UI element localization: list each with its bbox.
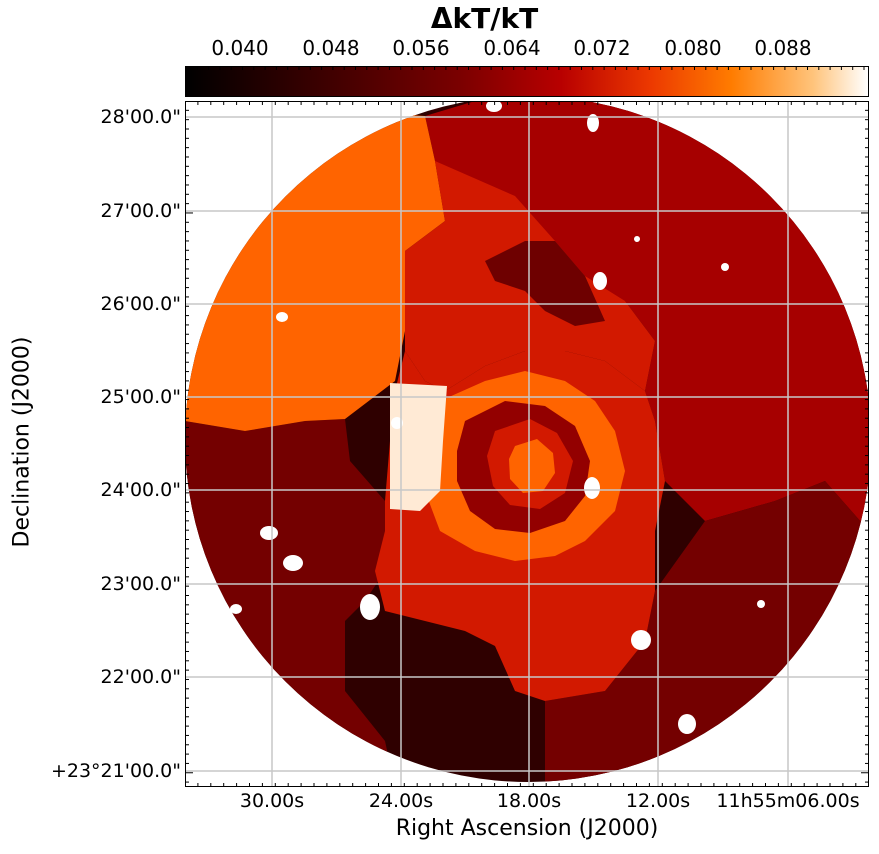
plot-area (185, 101, 869, 787)
point-source-mask (283, 555, 303, 571)
colorbar-tick-label: 0.080 (664, 36, 722, 60)
region-outer-north-east (425, 101, 869, 531)
y-tick-label: 22'00.0" (100, 666, 181, 688)
x-tick-label: 18.00s (496, 790, 562, 812)
y-tick-label: 23'00.0" (100, 573, 181, 595)
coordinate-grid (185, 101, 869, 787)
y-tick-label: 24'00.0" (100, 479, 181, 501)
colorbar-gradient (186, 67, 868, 96)
colorbar-tick-label: 0.056 (392, 36, 450, 60)
y-tick-label: 27'00.0" (100, 200, 181, 222)
colorbar-tick-label: 0.064 (483, 36, 541, 60)
point-source-mask (360, 594, 380, 620)
colorbar-minor-ticks (186, 67, 865, 70)
colorbar (185, 66, 869, 97)
point-source-mask (593, 272, 607, 290)
point-source-mask (631, 630, 651, 650)
y-axis-label: Declination (J2000) (9, 336, 35, 548)
point-source-mask (757, 600, 765, 608)
point-source-mask (584, 477, 600, 499)
x-tick-label: 12.00s (625, 790, 691, 812)
x-tick-label: 30.00s (239, 790, 305, 812)
y-tick-label: +23°21'00.0" (50, 760, 181, 782)
y-tick-label: 28'00.0" (100, 106, 181, 128)
axis-ticks (185, 101, 869, 787)
point-source-mask (486, 101, 502, 112)
plot-frame (185, 101, 869, 787)
x-tick-label: 24.00s (368, 790, 434, 812)
colorbar-tick-label: 0.088 (754, 36, 812, 60)
colorbar-tick-label: 0.048 (302, 36, 360, 60)
region-core-bright (509, 439, 555, 493)
point-source-mask (260, 526, 278, 540)
colorbar-tick-label: 0.072 (573, 36, 631, 60)
y-tick-label: 26'00.0" (100, 293, 181, 315)
point-source-mask (721, 263, 729, 271)
point-source-masks (230, 101, 765, 734)
point-source-mask (276, 312, 288, 322)
point-source-mask (678, 714, 696, 734)
colorbar-tick-label: 0.040 (211, 36, 269, 60)
y-tick-label: 25'00.0" (100, 386, 181, 408)
point-source-mask (587, 114, 599, 132)
region-west-bright-strip (390, 383, 447, 511)
colorbar-title: ΔkT/kT (430, 2, 539, 35)
x-tick-label: 11h55m06.00s (716, 790, 860, 812)
colorbar-fill (186, 67, 868, 96)
x-axis-label: Right Ascension (J2000) (395, 816, 659, 841)
point-source-mask (230, 604, 242, 614)
temperature-error-map (185, 101, 869, 787)
point-source-mask (634, 236, 640, 242)
